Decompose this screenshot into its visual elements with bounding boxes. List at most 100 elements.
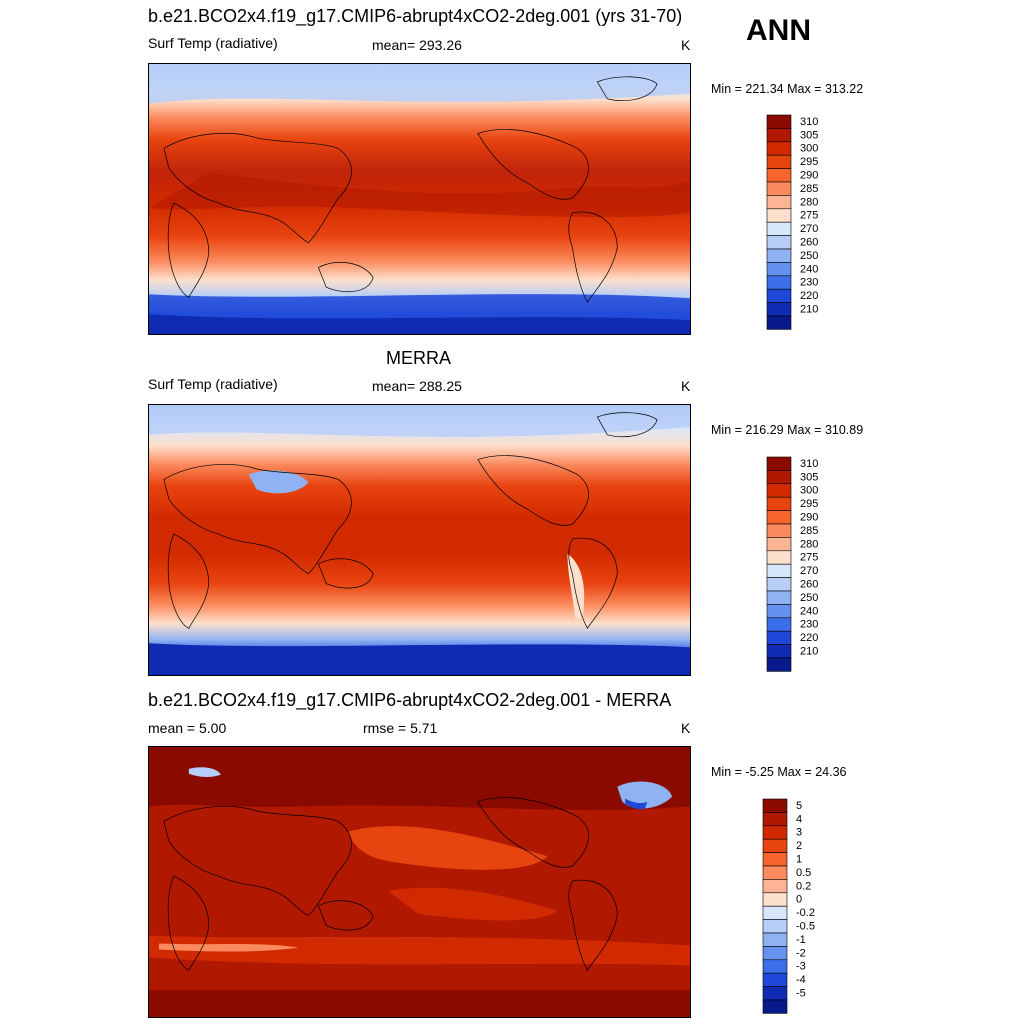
panel2-colorbar-swatch <box>766 537 792 552</box>
panel1-colorbar-label: 275 <box>800 210 818 222</box>
panel2-colorbar-swatch <box>766 510 792 525</box>
panel2-colorbar-swatch <box>766 630 792 645</box>
panel2-colorbar-swatch <box>766 590 792 605</box>
panel2-colorbar-swatch <box>766 644 792 659</box>
panel2-colorbar-label: 270 <box>800 565 818 577</box>
panel1-colorbar: 310 305 300 295 290 285 280 275 270 260 250 240 230 2… <box>766 114 847 331</box>
panel2-colorbar-label: 305 <box>800 471 818 483</box>
panel1-colorbar-label: 250 <box>800 250 818 262</box>
panel1-colorbar-swatch <box>766 275 792 290</box>
panel3-colorbar-swatch <box>762 999 788 1014</box>
panel2-colorbar-swatch <box>766 577 792 592</box>
panel1-colorbar-swatch <box>766 168 792 183</box>
panel3-colorbar-label: -0.5 <box>796 921 815 933</box>
panel1-colorbar-label: 270 <box>800 223 818 235</box>
panel1-colorbar-swatch <box>766 208 792 223</box>
panel3-mean-label: mean = 5.00 <box>148 720 227 736</box>
panel2-colorbar-label: 260 <box>800 579 818 591</box>
panel1-colorbar-label: 285 <box>800 183 818 195</box>
panel1-colorbar-graphic: 3103053002952902852802752702602502402302… <box>766 114 818 330</box>
panel2-colorbar-label: 210 <box>800 646 818 658</box>
panel3-title: b.e21.BCO2x4.f19_g17.CMIP6-abrupt4xCO2-2… <box>148 690 672 710</box>
panel3-colorbar-label: 5 <box>796 800 802 812</box>
panel3-colorbar: 5 4 3 2 1 0.5 0.2 0 -0.2 -0.5 -1 -2 -3 -4 -5 <box>762 798 843 1015</box>
panel1-colorbar-label: 310 <box>800 116 818 128</box>
panel3-rmse-label: rmse = 5.71 <box>363 720 438 736</box>
panel3-colorbar-swatch <box>762 798 788 813</box>
panel3-colorbar-label: -2 <box>796 947 806 959</box>
panel2-colorbar-label: 310 <box>800 458 818 470</box>
panel3-units-label: K <box>681 720 691 736</box>
panel1-minmax: Min = 221.34 Max = 313.22 <box>711 82 864 96</box>
panel1-colorbar-swatch <box>766 154 792 169</box>
panel1-colorbar-label: 230 <box>800 277 818 289</box>
panel2-colorbar-label: 220 <box>800 632 818 644</box>
panel3-colorbar-label: -1 <box>796 934 806 946</box>
panel2-colorbar-swatch <box>766 470 792 485</box>
panel3-colorbar-label: 4 <box>796 813 802 825</box>
panel3-colorbar-swatch <box>762 892 788 907</box>
panel3-colorbar-swatch <box>762 879 788 894</box>
season-label: ANN <box>746 14 811 47</box>
panel2-colorbar-swatch <box>766 657 792 672</box>
panel2-colorbar-swatch <box>766 617 792 632</box>
panel2-colorbar-label: 290 <box>800 512 818 524</box>
panel2-minmax: Min = 216.29 Max = 310.89 <box>711 423 864 437</box>
panel2-colorbar-swatch <box>766 550 792 565</box>
panel3-colorbar-label: 0.5 <box>796 867 811 879</box>
panel1-colorbar-label: 260 <box>800 237 818 249</box>
panel1-colorbar-label: 220 <box>800 290 818 302</box>
panel3-colorbar-label: -4 <box>796 974 806 986</box>
panel1-colorbar-label: 295 <box>800 156 818 168</box>
panel3-colorbar-swatch <box>762 986 788 1001</box>
panel1-colorbar-swatch <box>766 235 792 250</box>
panel3-colorbar-swatch <box>762 838 788 853</box>
panel2-colorbar-label: 285 <box>800 525 818 537</box>
panel3-colorbar-label: 0.2 <box>796 880 811 892</box>
panel1-variable-label: Surf Temp (radiative) <box>148 35 278 51</box>
panel3-colorbar-label: -5 <box>796 988 806 1000</box>
panel1-colorbar-swatch <box>766 141 792 156</box>
panel2-colorbar-label: 275 <box>800 552 818 564</box>
panel2-colorbar-label: 280 <box>800 538 818 550</box>
panel2-colorbar-swatch <box>766 523 792 538</box>
panel3-colorbar-label: 3 <box>796 827 802 839</box>
panel1-colorbar-swatch <box>766 288 792 303</box>
panel1-colorbar-swatch <box>766 315 792 330</box>
panel3-colorbar-label: -3 <box>796 961 806 973</box>
panel3-minmax: Min = -5.25 Max = 24.36 <box>711 765 847 779</box>
panel3-colorbar-label: 1 <box>796 854 802 866</box>
panel1-colorbar-label: 240 <box>800 263 818 275</box>
panel2-colorbar-label: 250 <box>800 592 818 604</box>
panel2-variable-label: Surf Temp (radiative) <box>148 376 278 392</box>
panel1-colorbar-swatch <box>766 128 792 143</box>
panel3-colorbar-swatch <box>762 852 788 867</box>
panel3-colorbar-swatch <box>762 959 788 974</box>
panel3-colorbar-graphic: 54 32 10.50.2 0-0.2 -0.5-1-2 -3-4 -5 <box>762 798 815 1014</box>
panel3-colorbar-label: 0 <box>796 894 802 906</box>
panel3-colorbar-label: -0.2 <box>796 907 815 919</box>
panel1-colorbar-label: 210 <box>800 304 818 316</box>
panel1-mean-label: mean= 293.26 <box>372 37 462 53</box>
panel1-colorbar-label: 300 <box>800 143 818 155</box>
panel2-units-label: K <box>681 378 691 394</box>
panel2-colorbar-label: 230 <box>800 619 818 631</box>
panel1-colorbar-label: 305 <box>800 129 818 141</box>
panel2-colorbar: 310 305 300 295 290 285 280 275 270 260 250 240 230 2… <box>766 456 847 673</box>
panel3-colorbar-swatch <box>762 825 788 840</box>
panel1-title: b.e21.BCO2x4.f19_g17.CMIP6-abrupt4xCO2-2… <box>148 6 683 26</box>
panel3-colorbar-swatch <box>762 946 788 961</box>
panel2-colorbar-label: 300 <box>800 485 818 497</box>
panel3-colorbar-swatch <box>762 919 788 934</box>
panel3-colorbar-swatch <box>762 865 788 880</box>
panel3-map <box>148 746 691 1018</box>
panel1-map <box>148 63 691 335</box>
panel2-colorbar-swatch <box>766 483 792 498</box>
panel2-colorbar-label: 240 <box>800 605 818 617</box>
panel2-colorbar-swatch <box>766 604 792 619</box>
panel1-colorbar-swatch <box>766 114 792 129</box>
panel2-map <box>148 404 691 676</box>
panel1-colorbar-label: 290 <box>800 170 818 182</box>
panel2-colorbar-graphic: 3103053002952902852802752702602502402302… <box>766 456 818 672</box>
panel3-colorbar-swatch <box>762 812 788 827</box>
